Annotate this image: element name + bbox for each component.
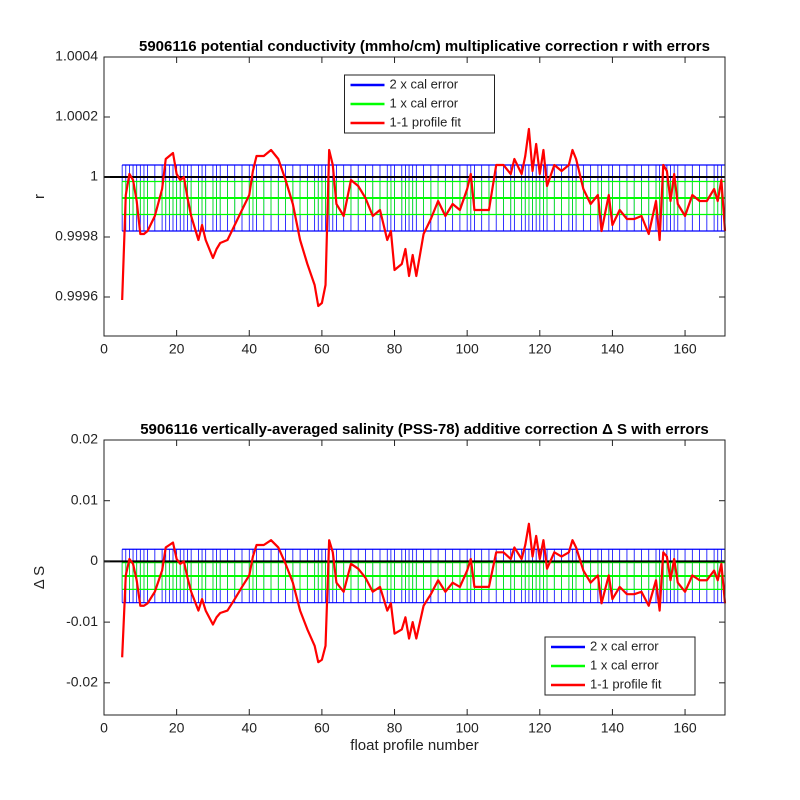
x-tick-label: 100: [455, 720, 479, 736]
x-tick-label: 140: [601, 720, 625, 736]
legend: 2 x cal error 1 x cal error 1-1 profile fi…: [344, 74, 495, 134]
x-tick-label: 120: [528, 341, 552, 357]
x-tick-label: 60: [314, 720, 330, 736]
legend-label: 1-1 profile fit: [590, 676, 662, 691]
y-axis-label: Δ S: [31, 566, 48, 589]
x-tick-label: 20: [169, 720, 185, 736]
x-tick-label: 40: [241, 720, 257, 736]
x-axis-label: float profile number: [350, 737, 478, 754]
fit-line: [121, 522, 727, 664]
x-tick-label: 80: [387, 720, 403, 736]
chart-title: 5906116 potential conductivity (mmho/cm)…: [139, 38, 710, 55]
legend-label: 2 x cal error: [390, 76, 459, 91]
y-tick-label: 0.9996: [55, 288, 98, 304]
legend-label: 1 x cal error: [590, 657, 659, 672]
x-tick-label: 0: [100, 341, 108, 357]
x-tick-label: 80: [387, 341, 403, 357]
x-tick-label: 120: [528, 720, 552, 736]
y-axis-label: r: [31, 194, 48, 199]
legend-label: 1-1 profile fit: [390, 114, 462, 129]
x-tick-label: 0: [100, 720, 108, 736]
y-tick-label: 1.0002: [55, 108, 98, 124]
x-tick-label: 160: [673, 341, 697, 357]
y-tick-label: -0.02: [66, 674, 98, 690]
y-tick-label: 0: [90, 552, 98, 568]
legend: 2 x cal error 1 x cal error 1-1 profile fi…: [544, 636, 696, 696]
axes-box: [103, 56, 726, 337]
y-tick-label: 0.02: [71, 431, 98, 447]
legend-label: 2 x cal error: [590, 638, 659, 653]
error-series: [121, 180, 726, 216]
axes-box: [103, 439, 726, 716]
fit-line: [121, 127, 727, 308]
legend-label: 1 x cal error: [390, 95, 459, 110]
x-tick-label: 160: [673, 720, 697, 736]
y-tick-label: 0.9998: [55, 228, 98, 244]
y-tick-label: 1: [90, 168, 98, 184]
chart-title: 5906116 vertically-averaged salinity (PS…: [140, 421, 709, 438]
error-series: [121, 562, 726, 590]
x-tick-label: 40: [241, 341, 257, 357]
y-tick-label: 0.01: [71, 491, 98, 507]
x-tick-label: 20: [169, 341, 185, 357]
x-tick-label: 100: [455, 341, 479, 357]
y-tick-label: 1.0004: [55, 48, 98, 64]
x-tick-label: 60: [314, 341, 330, 357]
x-tick-label: 140: [601, 341, 625, 357]
y-tick-label: -0.01: [66, 613, 98, 629]
